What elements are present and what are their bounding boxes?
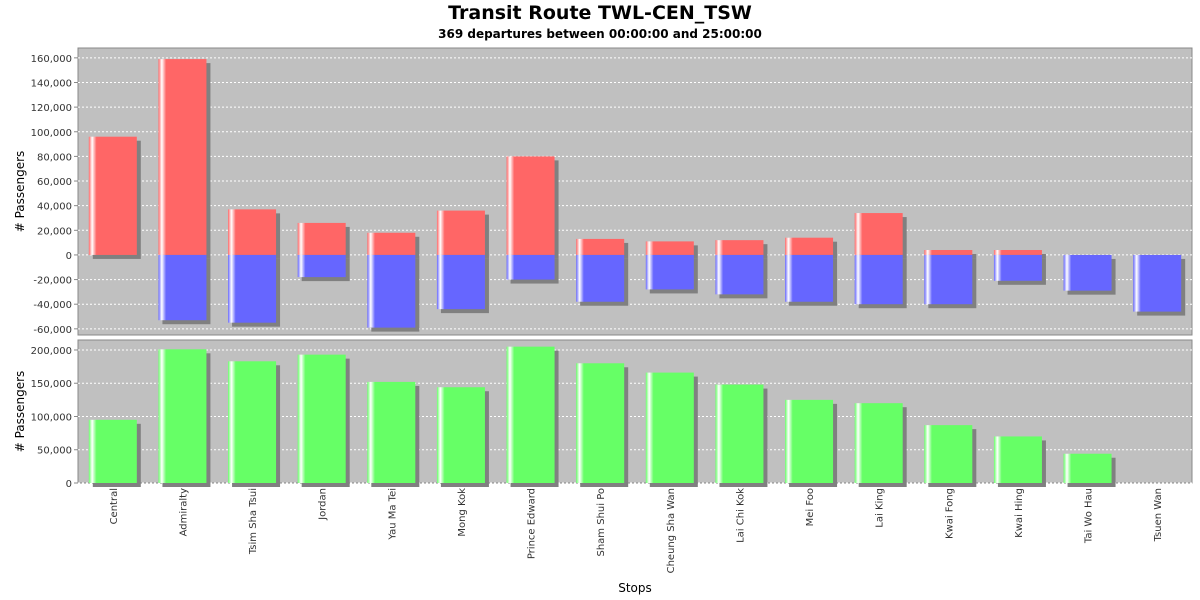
- passenger-flow-ytick-label: -60,000: [33, 325, 72, 336]
- x-tick-label: Prince Edward: [527, 488, 538, 559]
- passenger-load-bar: [924, 425, 973, 483]
- passenger-flow-ytick-label: 160,000: [31, 54, 72, 65]
- x-tick-label: Tai Wo Hau: [1084, 488, 1095, 544]
- top-chart-panel: -60,000 -40,000 -20,000 0 20,000 40,000 60,000…: [13, 47, 1193, 336]
- passenger-flow-bar: [645, 241, 694, 255]
- passenger-flow-bar: [993, 254, 1042, 281]
- x-tick-label: Jordan: [318, 488, 329, 521]
- x-tick-label: Sham Shui Po: [596, 488, 607, 557]
- x-tick-label: Kwai Fong: [944, 488, 955, 539]
- passenger-flow-bar: [367, 232, 416, 255]
- passenger-flow-ytick-label: 140,000: [31, 78, 72, 89]
- passenger-load-ytick-label: 100,000: [31, 412, 72, 423]
- passenger-flow-ytick-label: 80,000: [37, 152, 72, 163]
- passenger-flow-bar: [1133, 254, 1182, 312]
- passenger-load-bar: [506, 346, 555, 483]
- passenger-flow-bar: [924, 250, 973, 255]
- passenger-flow-bar: [506, 254, 555, 280]
- passenger-flow-bar: [854, 213, 903, 255]
- chart-subtitle: 369 departures between 00:00:00 and 25:0…: [438, 27, 762, 41]
- x-axis-label: Stops: [618, 581, 652, 595]
- passenger-load-bar: [645, 372, 694, 483]
- passenger-flow-bar: [297, 222, 346, 255]
- passenger-flow-bar: [228, 209, 277, 255]
- x-tick-label: Admiralty: [178, 488, 189, 536]
- x-axis: Central Admiralty Tsim Sha Tsui Jordan Yau M…: [109, 488, 1164, 595]
- passenger-load-ytick-label: 50,000: [37, 446, 72, 457]
- passenger-flow-bar: [854, 254, 903, 305]
- passenger-flow-ytick-label: -20,000: [33, 276, 72, 287]
- passenger-flow-ytick-label: 40,000: [37, 202, 72, 213]
- passenger-load-ytick-label: 0: [66, 479, 72, 490]
- passenger-load-bar: [228, 361, 277, 483]
- passenger-flow-bar: [785, 237, 834, 255]
- x-tick-label: Kwai Hing: [1014, 488, 1025, 538]
- passenger-flow-bar: [228, 254, 277, 323]
- x-tick-label: Lai Chi Kok: [735, 488, 746, 543]
- passenger-flow-bar: [785, 254, 834, 302]
- x-tick-label: Central: [109, 488, 120, 524]
- x-tick-label: Lai King: [875, 488, 886, 528]
- passenger-flow-bar: [88, 136, 137, 255]
- passenger-load-bar: [88, 419, 137, 483]
- passenger-flow-bar: [158, 254, 207, 321]
- passenger-load-bar: [576, 363, 625, 483]
- passenger-load-bar: [1063, 453, 1112, 483]
- passenger-flow-ylabel: # Passengers: [13, 151, 27, 233]
- passenger-load-bar: [993, 436, 1042, 483]
- passenger-flow-ytick-label: 120,000: [31, 103, 72, 114]
- passenger-flow-bar: [436, 254, 485, 310]
- x-tick-label: Yau Ma Tei: [387, 488, 398, 541]
- passenger-flow-bar: [436, 210, 485, 255]
- passenger-flow-ytick-label: 100,000: [31, 128, 72, 139]
- passenger-load-bar: [785, 399, 834, 483]
- passenger-flow-bar: [645, 254, 694, 290]
- passenger-flow-bar: [506, 156, 555, 255]
- x-tick-label: Tsuen Wan: [1153, 488, 1164, 542]
- passenger-load-ytick-label: 150,000: [31, 379, 72, 390]
- passenger-flow-bar: [158, 59, 207, 255]
- bottom-chart-panel: 0 50,000 100,000 150,000 200,000 # Passengers: [13, 339, 1193, 490]
- passenger-flow-ytick-label: -40,000: [33, 300, 72, 311]
- passenger-load-bar: [297, 354, 346, 483]
- passenger-flow-bar: [924, 254, 973, 305]
- x-tick-label: Tsim Sha Tsui: [248, 488, 259, 555]
- passenger-flow-ytick-label: 20,000: [37, 226, 72, 237]
- passenger-flow-bar: [1063, 254, 1112, 291]
- passenger-load-ylabel: # Passengers: [13, 371, 27, 453]
- passenger-load-ytick-label: 200,000: [31, 346, 72, 357]
- passenger-flow-bar: [715, 240, 764, 255]
- passenger-load-bar: [367, 381, 416, 483]
- passenger-flow-ytick-label: 60,000: [37, 177, 72, 188]
- x-tick-label: Cheung Sha Wan: [666, 488, 677, 573]
- passenger-flow-bar: [297, 254, 346, 278]
- x-tick-label: Mong Kok: [457, 488, 468, 537]
- x-tick-label: Mei Foo: [805, 488, 816, 526]
- passenger-load-bar: [715, 384, 764, 483]
- passenger-flow-bar: [993, 250, 1042, 255]
- passenger-flow-bar: [576, 254, 625, 302]
- passenger-load-bar: [158, 349, 207, 483]
- passenger-load-bar: [854, 403, 903, 483]
- passenger-flow-bar: [715, 254, 764, 295]
- passenger-load-bar: [436, 387, 485, 483]
- passenger-flow-bar: [576, 238, 625, 255]
- chart-title: Transit Route TWL-CEN_TSW: [448, 2, 752, 24]
- passenger-flow-bar: [367, 254, 416, 328]
- passenger-flow-ytick-label: 0: [66, 251, 72, 262]
